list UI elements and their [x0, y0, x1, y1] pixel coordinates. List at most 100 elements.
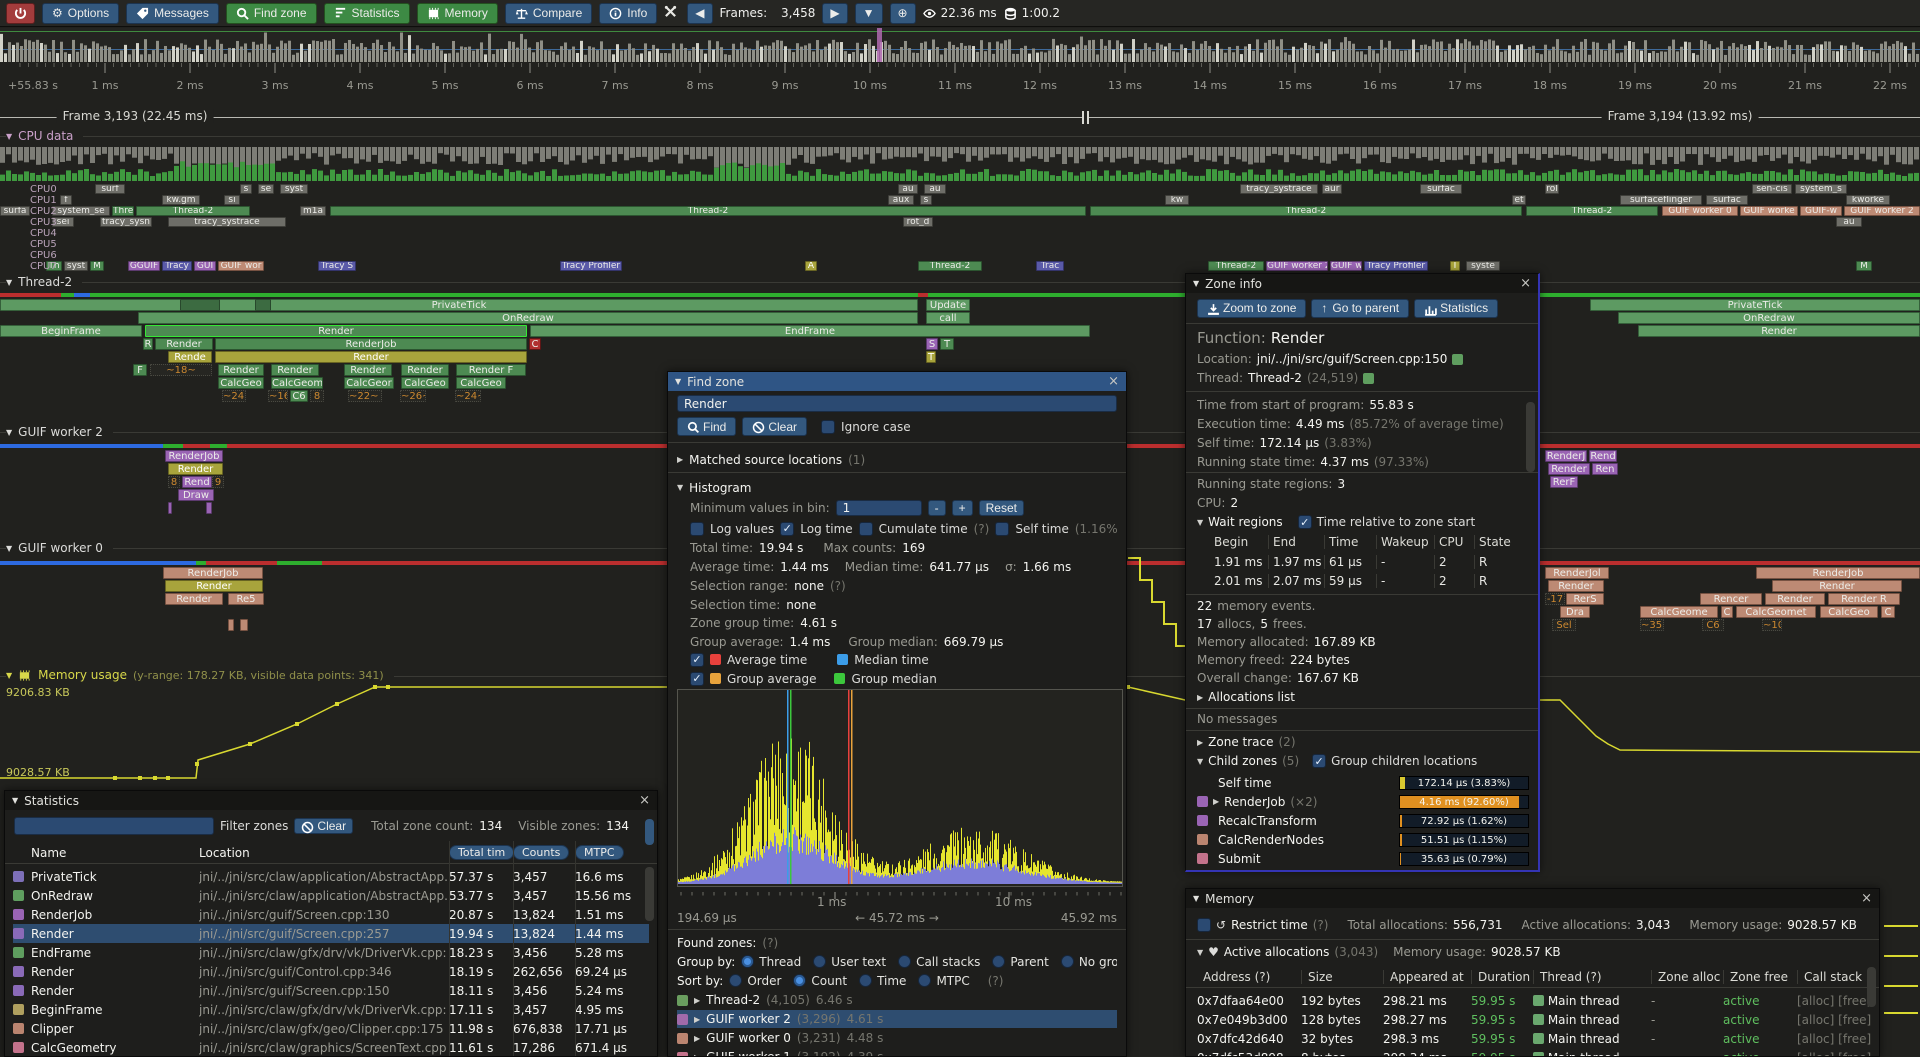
collapse-icon[interactable]: ▼: [1197, 947, 1204, 957]
timeline-zone[interactable]: [180, 299, 220, 311]
collapse-icon[interactable]: ▼: [1197, 517, 1204, 527]
group-by-radio[interactable]: No groupin: [1060, 955, 1117, 969]
timeline-zone[interactable]: Render F: [456, 364, 526, 376]
timeline-zone[interactable]: ~16~: [268, 390, 288, 402]
timeline-zone[interactable]: [228, 619, 234, 631]
timeline-zone[interactable]: 9: [212, 476, 224, 488]
col-mtpc[interactable]: MTPC: [575, 845, 624, 860]
timeline-zone[interactable]: RerF: [1550, 476, 1578, 488]
col-call-stack[interactable]: Call stack: [1797, 969, 1869, 984]
cpu-zone[interactable]: et: [1512, 195, 1526, 205]
statistics-row[interactable]: PrivateTick jni/../jni/src/claw/applicat…: [13, 867, 649, 886]
guif-worker2-header[interactable]: ▼ GUIF worker 2: [6, 425, 113, 439]
timeline-zone[interactable]: C6: [1702, 619, 1724, 631]
col-address[interactable]: Address: [1203, 969, 1251, 984]
timeline-zone[interactable]: T: [926, 351, 936, 363]
thread-name[interactable]: Thread-2: [1248, 371, 1302, 385]
col-total-time[interactable]: Total tim: [449, 845, 515, 860]
thread-group-row[interactable]: ▶ GUIF worker 2 (3,296) 4.61 s: [677, 1010, 1117, 1028]
allocation-row[interactable]: 0x7dfaa64e00 192 bytes 298.21 ms 59.95 s…: [1197, 993, 1872, 1008]
sort-by-radio[interactable]: Count: [793, 974, 847, 988]
timeline-zone[interactable]: 8: [168, 476, 180, 488]
frame-popup-button[interactable]: ▼: [854, 2, 883, 24]
allocation-row[interactable]: 0x7dfc42d640 32 bytes 298.3 ms 59.95 s M…: [1197, 1031, 1872, 1046]
find-zone-histogram[interactable]: [677, 689, 1123, 887]
cpu-zone[interactable]: au: [898, 184, 918, 194]
filter-input[interactable]: [14, 817, 214, 835]
cpu-zone[interactable]: aur: [1322, 184, 1342, 194]
timeline-zone[interactable]: CalcGeome: [1640, 606, 1718, 618]
frames-overview-strip[interactable]: [0, 28, 1920, 62]
timeline-zone[interactable]: CalcGeomet: [1736, 606, 1816, 618]
expand-icon[interactable]: ▶: [677, 455, 684, 464]
timeline-zone[interactable]: CalcGeo: [401, 377, 449, 389]
cpu-zone[interactable]: tracy_systrace: [1240, 184, 1318, 194]
shutdown-button[interactable]: [6, 2, 35, 24]
timeline-zone[interactable]: RenderJob: [215, 338, 527, 350]
sort-by-radio[interactable]: MTPC: [918, 974, 970, 988]
group-by-radio[interactable]: Call stacks: [898, 955, 980, 969]
cpu-zone[interactable]: Thread-2: [136, 206, 250, 216]
cpu-zone[interactable]: surf: [95, 184, 125, 194]
clear-filter-button[interactable]: Clear: [294, 818, 354, 834]
memory-titlebar[interactable]: ▼ Memory ×: [1186, 889, 1879, 908]
statistics-row[interactable]: EndFrame jni/../jni/src/claw/gfx/drv/vk/…: [13, 943, 649, 962]
next-frame-button[interactable]: ▶: [822, 2, 848, 24]
cpu-zone[interactable]: I: [1450, 261, 1460, 271]
col-zone-alloc[interactable]: Zone alloc: [1651, 969, 1723, 984]
statistics-table-scrollbar[interactable]: [645, 867, 654, 921]
collapse-icon[interactable]: ▼: [1197, 756, 1204, 766]
timeline-zone[interactable]: Render: [1772, 580, 1902, 592]
frame-3194-label[interactable]: Frame 3,194 (13.92 ms): [1601, 109, 1759, 123]
timeline-zone[interactable]: -17: [1545, 593, 1565, 605]
cpu-zone[interactable]: si: [224, 195, 240, 205]
timeline-zone[interactable]: [206, 502, 212, 514]
find-zone-titlebar[interactable]: ▼ Find zone ×: [668, 372, 1126, 391]
timeline-zone[interactable]: ~26~: [400, 390, 426, 402]
guif-worker0-header[interactable]: ▼ GUIF worker 0: [6, 541, 113, 555]
prev-frame-button[interactable]: ◀: [687, 2, 713, 24]
timeline-zone[interactable]: 8: [310, 390, 324, 402]
self-time-checkbox[interactable]: [995, 521, 1010, 536]
statistics-row[interactable]: Render jni/../jni/src/guif/Screen.cpp:15…: [13, 981, 649, 1000]
timeline-zone[interactable]: ~18~: [150, 364, 212, 376]
statistics-row[interactable]: RenderJob jni/../jni/src/guif/Screen.cpp…: [13, 905, 649, 924]
thread-group-row[interactable]: ▶ Thread-2 (4,105) 6.46 s: [677, 991, 1117, 1009]
timeline-zone[interactable]: Render: [165, 580, 263, 592]
cpu-zone[interactable]: M: [1856, 261, 1872, 271]
timeline-zone[interactable]: OnRedraw: [138, 312, 918, 324]
messages-button[interactable]: Messages: [126, 2, 219, 24]
timeline-zone[interactable]: R: [143, 338, 153, 350]
memory-usage-plot[interactable]: [0, 684, 1920, 790]
timeline-zone[interactable]: Sel: [1552, 619, 1576, 631]
wait-region-row[interactable]: 1.91 ms 1.97 ms 61 µs -2 R: [1210, 555, 1520, 569]
cpu-zone[interactable]: A: [805, 261, 817, 271]
timeline-zone[interactable]: Render: [1765, 593, 1825, 605]
cpu-zone[interactable]: M: [90, 261, 104, 271]
timeline-zone[interactable]: RenderJob: [1756, 567, 1920, 579]
cpu-zone[interactable]: Tracy S: [318, 261, 356, 271]
expand-icon[interactable]: ▶: [1197, 737, 1204, 747]
search-input[interactable]: Render: [677, 395, 1117, 412]
timeline-zone[interactable]: OnRedraw: [1618, 312, 1920, 324]
find-zone-button[interactable]: Find zone: [225, 2, 317, 24]
find-button[interactable]: Find: [677, 417, 737, 436]
timeline-zone[interactable]: RenderJol: [1545, 567, 1609, 579]
cpu-zone[interactable]: rot_d: [903, 217, 933, 227]
cpu-zone[interactable]: s: [240, 184, 252, 194]
timeline-zone[interactable]: CalcGeo: [1820, 606, 1878, 618]
zone-trace-label[interactable]: Zone trace: [1208, 735, 1274, 749]
sort-by-radio[interactable]: Time: [859, 974, 906, 988]
log-time-checkbox[interactable]: [780, 521, 795, 536]
timeline-zone[interactable]: BeginFrame: [0, 325, 142, 337]
col-appeared-at[interactable]: Appeared at: [1383, 969, 1471, 984]
zone-statistics-button[interactable]: Statistics: [1414, 298, 1499, 318]
statistics-row[interactable]: Render jni/../jni/src/guif/Screen.cpp:25…: [13, 924, 649, 943]
timeline-zone[interactable]: Render: [215, 351, 527, 363]
timeline-zone[interactable]: Render: [344, 364, 392, 376]
child-zone-row[interactable]: RecalcTransform 72.92 µs (1.62%): [1197, 812, 1529, 829]
cpu-zone[interactable]: GUIF wor: [218, 261, 264, 271]
timeline-zone[interactable]: Rende: [168, 351, 212, 363]
cpu-zone[interactable]: GUI: [194, 261, 216, 271]
cpu-zone[interactable]: syst: [280, 184, 308, 194]
